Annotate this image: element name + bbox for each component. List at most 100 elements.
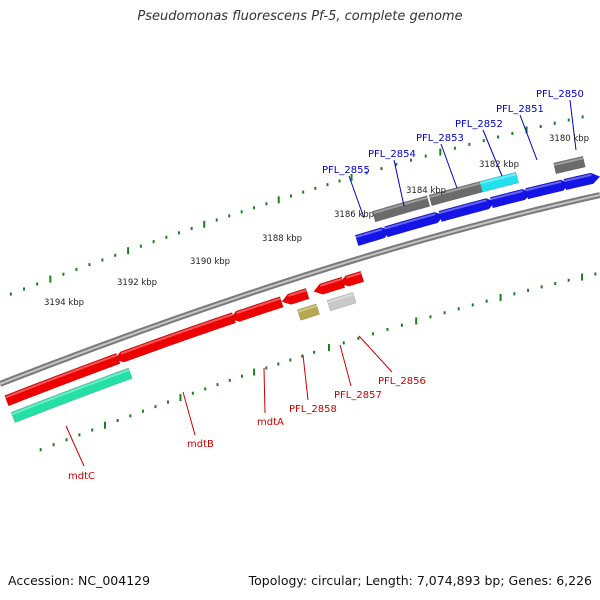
gene-label-pfl2854[interactable]: PFL_2854 — [368, 149, 416, 160]
gene-label-pfl2853[interactable]: PFL_2853 — [416, 133, 464, 144]
tick-mark-outer — [365, 171, 368, 175]
tick-mark-inner — [342, 341, 345, 345]
gene-pfl2857-shine — [320, 277, 343, 287]
leader-forward-2 — [482, 129, 503, 177]
tick-mark-inner — [240, 374, 243, 378]
tick-mark-outer — [165, 235, 168, 239]
tick-mark-outer — [314, 186, 317, 190]
tick-mark-outer — [497, 135, 500, 139]
gene-pfl2852-shine — [490, 190, 524, 201]
gene-blue-2[interactable] — [384, 211, 445, 238]
gene-label-mdtA[interactable]: mdtA — [257, 417, 284, 428]
tick-mark-outer — [326, 183, 329, 187]
gene-label-pfl2851[interactable]: PFL_2851 — [496, 104, 544, 115]
tick-mark-outer — [410, 158, 413, 162]
tick-mark-outer — [178, 231, 181, 235]
gene-blue-3-shine — [439, 199, 487, 215]
tick-mark-inner — [265, 366, 268, 370]
tick-mark-inner — [471, 303, 474, 307]
gene-pfl2850[interactable] — [553, 156, 586, 175]
gene-pfl2850-shine — [553, 157, 584, 167]
tick-mark-outer — [482, 139, 485, 143]
gene-pfl2855-shine — [372, 196, 428, 215]
tick-mark-inner — [540, 285, 543, 289]
leader-reverse-3 — [263, 367, 266, 414]
gene-label-pfl2850[interactable]: PFL_2850 — [536, 89, 584, 100]
tick-mark-inner — [386, 327, 389, 331]
tick-mark-outer — [553, 121, 556, 125]
tick-mark-inner — [567, 278, 570, 282]
gene-label-mdtC[interactable]: mdtC — [68, 471, 95, 482]
tick-mark-outer — [511, 131, 514, 135]
tick-mark-inner — [443, 311, 446, 315]
leader-reverse-4 — [182, 391, 196, 436]
gene-pfl2855[interactable] — [371, 195, 431, 223]
leader-reverse-2 — [302, 354, 309, 401]
gene-label-pfl2858[interactable]: PFL_2858 — [289, 404, 337, 415]
gene-pfl2856[interactable] — [339, 270, 365, 287]
gene-pfl2858a[interactable] — [281, 287, 310, 305]
gene-label-mdtB[interactable]: mdtB — [187, 439, 214, 450]
tick-mark-inner — [179, 394, 182, 402]
tick-mark-outer — [36, 282, 39, 286]
tick-mark-inner — [216, 383, 219, 387]
backbone — [0, 192, 600, 387]
tick-mark-inner — [371, 332, 374, 336]
tick-mark-outer — [395, 162, 398, 166]
tick-mark-inner — [39, 448, 42, 452]
tick-mark-inner — [277, 362, 280, 366]
tick-mark-inner — [485, 299, 488, 303]
gene-pfl2858[interactable] — [297, 303, 320, 321]
gene-label-pfl2857[interactable]: PFL_2857 — [334, 390, 382, 401]
gene-blue-1-shine — [355, 228, 383, 239]
gene-pfl2854-shine — [429, 182, 481, 199]
gene-pfl2853[interactable] — [479, 171, 519, 193]
tick-mark-outer — [277, 196, 280, 204]
gene-pfl2857b-shine — [327, 293, 354, 304]
leader-reverse-5 — [65, 425, 85, 467]
gene-pfl2857b[interactable] — [326, 292, 357, 312]
tick-mark-outer — [101, 258, 104, 262]
genome-title: Pseudomonas fluorescens Pf-5, complete g… — [137, 9, 463, 24]
tick-mark-inner — [327, 344, 330, 352]
gene-mdtB-tail-shine — [4, 354, 118, 399]
tick-mark-inner — [357, 336, 360, 340]
gene-mdtC[interactable] — [10, 367, 133, 423]
tick-mark-inner — [313, 350, 316, 354]
gene-label-pfl2856[interactable]: PFL_2856 — [378, 376, 426, 387]
gene-pfl2850b-shine — [563, 173, 592, 183]
gene-label-pfl2852[interactable]: PFL_2852 — [455, 119, 503, 130]
tick-mark-outer — [114, 253, 117, 257]
tick-mark-outer — [240, 210, 243, 214]
leader-forward-1 — [519, 114, 538, 161]
tick-mark-inner — [228, 378, 231, 382]
tick-label-3180: 3180 kbp — [549, 134, 589, 144]
tick-guides — [9, 115, 597, 452]
tick-mark-inner — [166, 400, 169, 404]
tick-mark-inner — [191, 391, 194, 395]
gene-label-pfl2855[interactable]: PFL_2855 — [322, 165, 370, 176]
tick-mark-outer — [525, 126, 528, 134]
gene-mdtA[interactable] — [229, 296, 284, 322]
tick-mark-inner — [78, 433, 81, 437]
tick-mark-inner — [253, 368, 256, 376]
tick-mark-inner — [52, 443, 55, 447]
tick-label-3182: 3182 kbp — [479, 160, 519, 170]
tick-mark-outer — [139, 244, 142, 248]
tick-label-3188: 3188 kbp — [262, 234, 302, 244]
tick-mark-outer — [75, 267, 78, 271]
gene-mdtA-shine — [236, 297, 281, 315]
gene-pfl2853-shine — [479, 173, 517, 185]
gene-blue-3[interactable] — [438, 198, 496, 223]
tick-mark-inner — [457, 307, 460, 311]
gene-pfl2856-shine — [345, 272, 362, 279]
tick-mark-outer — [62, 272, 65, 276]
tick-mark-inner — [527, 288, 530, 292]
gene-pfl2850b[interactable] — [563, 172, 600, 191]
tick-mark-outer — [567, 118, 570, 122]
tick-mark-outer — [127, 247, 130, 255]
tick-mark-inner — [204, 387, 207, 391]
leader-forward-0 — [569, 99, 577, 151]
gene-mdtC-shine — [11, 368, 130, 416]
